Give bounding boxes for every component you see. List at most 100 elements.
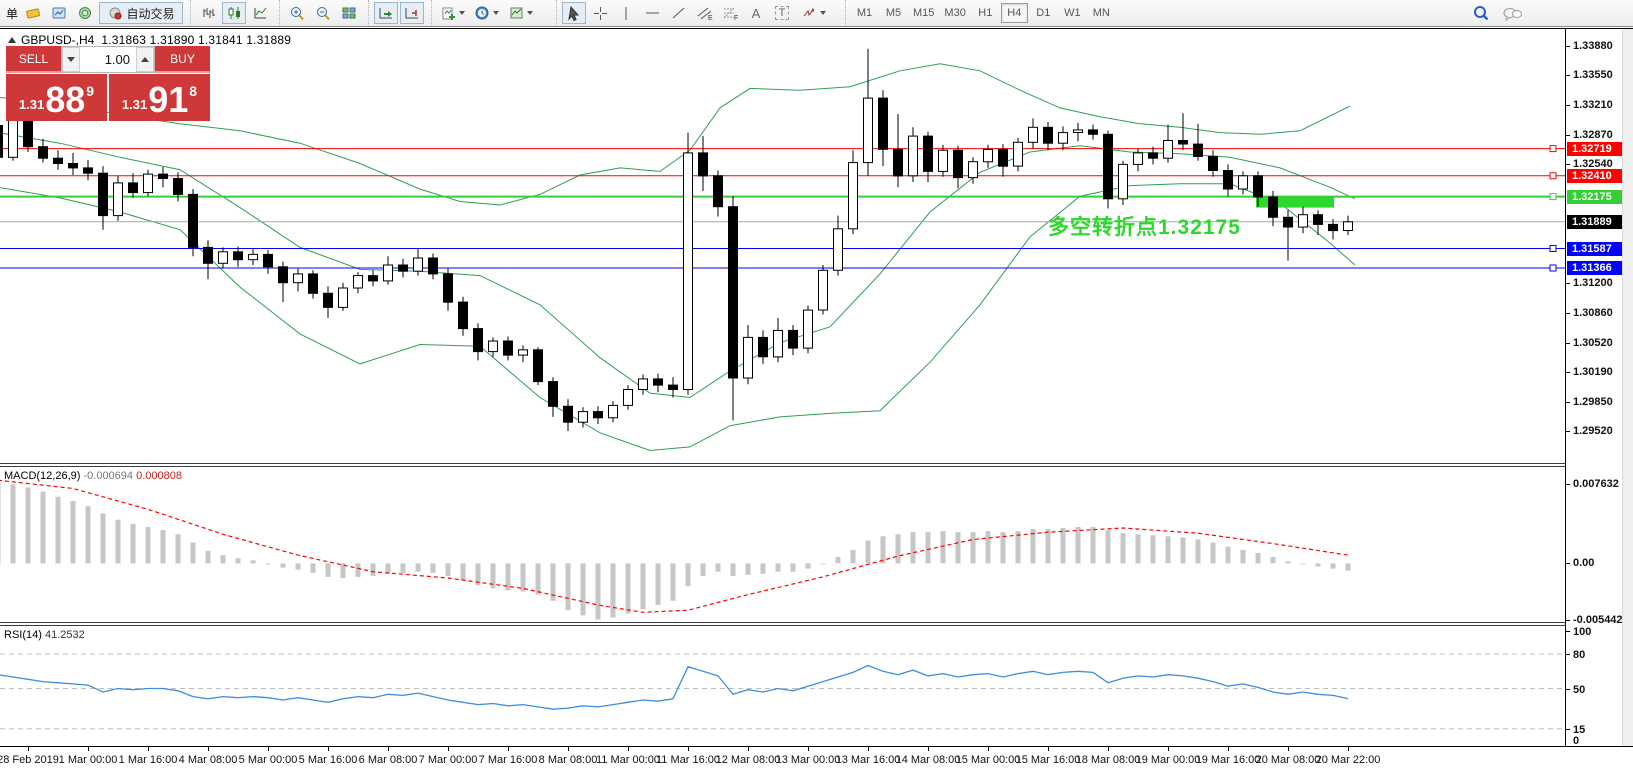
auto-scroll-icon[interactable]: [374, 2, 399, 24]
candle: [788, 325, 798, 356]
timeframe-button-m5[interactable]: M5: [885, 7, 902, 19]
dropdown-caret-icon: [527, 11, 534, 15]
crosshair-icon[interactable]: [588, 2, 612, 24]
buy-price-small: 1.31: [121, 97, 148, 112]
horizontal-line-icon[interactable]: [640, 2, 664, 24]
buy-price-box[interactable]: 1.31 91 8: [109, 74, 210, 121]
sell-price-small: 1.31: [18, 97, 45, 112]
bollinger-lower-band: [0, 183, 1356, 452]
candlestick-chart-icon[interactable]: [222, 2, 247, 24]
chart-shift-icon[interactable]: [400, 2, 425, 24]
buy-price-big: 91: [148, 79, 189, 120]
macd-histogram-bar: [700, 563, 706, 576]
timeframe-button-m15[interactable]: M15: [913, 7, 935, 19]
line-handle-icon[interactable]: [1549, 193, 1557, 201]
bar-chart-icon[interactable]: [196, 2, 220, 24]
zoom-in-icon[interactable]: [285, 2, 309, 24]
indicators-button[interactable]: [437, 2, 469, 24]
rsi-axis-label: 0: [1573, 735, 1580, 747]
chat-icon[interactable]: [1500, 2, 1524, 24]
up-arrow-icon: [141, 57, 149, 62]
price-axis[interactable]: 1.33880 1.33550 1.33210 1.32870 1.32540 1.312…: [1565, 29, 1623, 747]
sell-price-box[interactable]: 1.31 88 9: [6, 74, 107, 121]
macd-histogram-bar: [430, 563, 436, 573]
macd-panel-canvas[interactable]: [0, 467, 1565, 622]
vertical-line-icon[interactable]: [614, 2, 638, 24]
line-handle-icon[interactable]: [1549, 172, 1557, 180]
timeframe-button-mn[interactable]: MN: [1092, 7, 1110, 19]
navigator-icon[interactable]: [73, 2, 97, 24]
candle: [728, 196, 738, 421]
new-order-icon[interactable]: [21, 2, 45, 24]
time-tick: [508, 747, 509, 751]
time-tick-label: 11 Mar 16:00: [655, 754, 721, 766]
panel-divider[interactable]: [0, 622, 1633, 626]
rsi-indicator-label: RSI(14) 41.2532: [4, 629, 85, 641]
candle: [1058, 126, 1068, 151]
volume-decrease-button[interactable]: [62, 47, 80, 72]
macd-histogram-bar: [1045, 529, 1051, 564]
window-edge-strip: [1622, 29, 1633, 775]
fibonacci-icon[interactable]: F: [718, 2, 742, 24]
line-chart-icon[interactable]: [248, 2, 272, 24]
time-axis[interactable]: 28 Feb 2019 1 Mar 00:00 1 Mar 16:00 4 Mar 0…: [0, 746, 1633, 775]
time-tick-label: 13 Mar 00:00: [775, 754, 841, 766]
periods-button[interactable]: [471, 2, 503, 24]
macd-histogram-bar: [400, 563, 406, 573]
buy-button[interactable]: BUY: [155, 46, 210, 73]
main-chart-canvas[interactable]: [0, 29, 1565, 463]
collapse-arrow-icon[interactable]: [8, 37, 16, 43]
green-highlight-rect[interactable]: [1256, 197, 1334, 208]
macd-histogram-bar: [130, 523, 136, 564]
time-tick-label: 18 Mar 08:00: [1075, 754, 1141, 766]
volume-increase-button[interactable]: [136, 47, 154, 72]
price-tick-label: 1.30190: [1573, 366, 1613, 378]
time-tick: [448, 747, 449, 751]
time-tick-label: 19 Mar 00:00: [1135, 754, 1201, 766]
new-chart-icon[interactable]: [47, 2, 71, 24]
timeframe-button-h1[interactable]: H1: [978, 7, 993, 19]
sell-button[interactable]: SELL: [6, 46, 61, 73]
timeframe-button-m1[interactable]: M1: [856, 7, 873, 19]
time-tick-label: 5 Mar 00:00: [238, 754, 298, 766]
trendline-icon[interactable]: [666, 2, 690, 24]
candle: [713, 170, 723, 217]
text-tool-icon[interactable]: A: [751, 5, 761, 21]
candle: [563, 399, 573, 431]
search-icon[interactable]: [1469, 2, 1493, 24]
timeframe-button-m30[interactable]: M30: [944, 7, 966, 19]
pivot-annotation[interactable]: 多空转折点1.32175: [1048, 216, 1241, 239]
rsi-panel-canvas[interactable]: [0, 626, 1565, 746]
price-tick-label: 1.29850: [1573, 396, 1613, 408]
timeframe-button-d1[interactable]: D1: [1036, 7, 1051, 19]
macd-histogram-bar: [970, 532, 976, 564]
candle: [518, 345, 528, 363]
time-tick: [808, 747, 809, 751]
zoom-out-icon[interactable]: [311, 2, 335, 24]
volume-input[interactable]: 1.00: [104, 52, 130, 67]
price-tick: [1566, 372, 1570, 373]
macd-histogram-bar: [1240, 549, 1246, 564]
candle: [908, 127, 918, 182]
tile-windows-icon[interactable]: [337, 2, 361, 24]
candle: [848, 150, 858, 235]
line-handle-icon[interactable]: [1549, 264, 1557, 272]
macd-histogram-bar: [355, 563, 361, 577]
line-handle-icon[interactable]: [1549, 245, 1557, 252]
macd-histogram-bar: [565, 563, 571, 611]
line-handle-icon[interactable]: [1549, 145, 1557, 153]
timeframe-button-w1[interactable]: W1: [1064, 7, 1081, 19]
price-tick-label: 1.29520: [1573, 425, 1613, 437]
equidistant-channel-icon[interactable]: E: [692, 2, 716, 24]
price-tick-label: 1.31200: [1573, 277, 1613, 289]
arrows-tool-button[interactable]: [796, 2, 830, 24]
autotrading-button[interactable]: 自动交易: [99, 2, 184, 24]
macd-histogram-bar: [655, 563, 661, 605]
macd-histogram-bar: [460, 563, 466, 580]
timeframe-button-h4[interactable]: H4: [1000, 3, 1028, 23]
templates-button[interactable]: [505, 2, 537, 24]
cursor-icon[interactable]: [562, 2, 587, 24]
text-label-tool-icon[interactable]: T: [770, 2, 794, 24]
panel-divider[interactable]: [0, 463, 1633, 467]
candle: [1253, 171, 1263, 207]
